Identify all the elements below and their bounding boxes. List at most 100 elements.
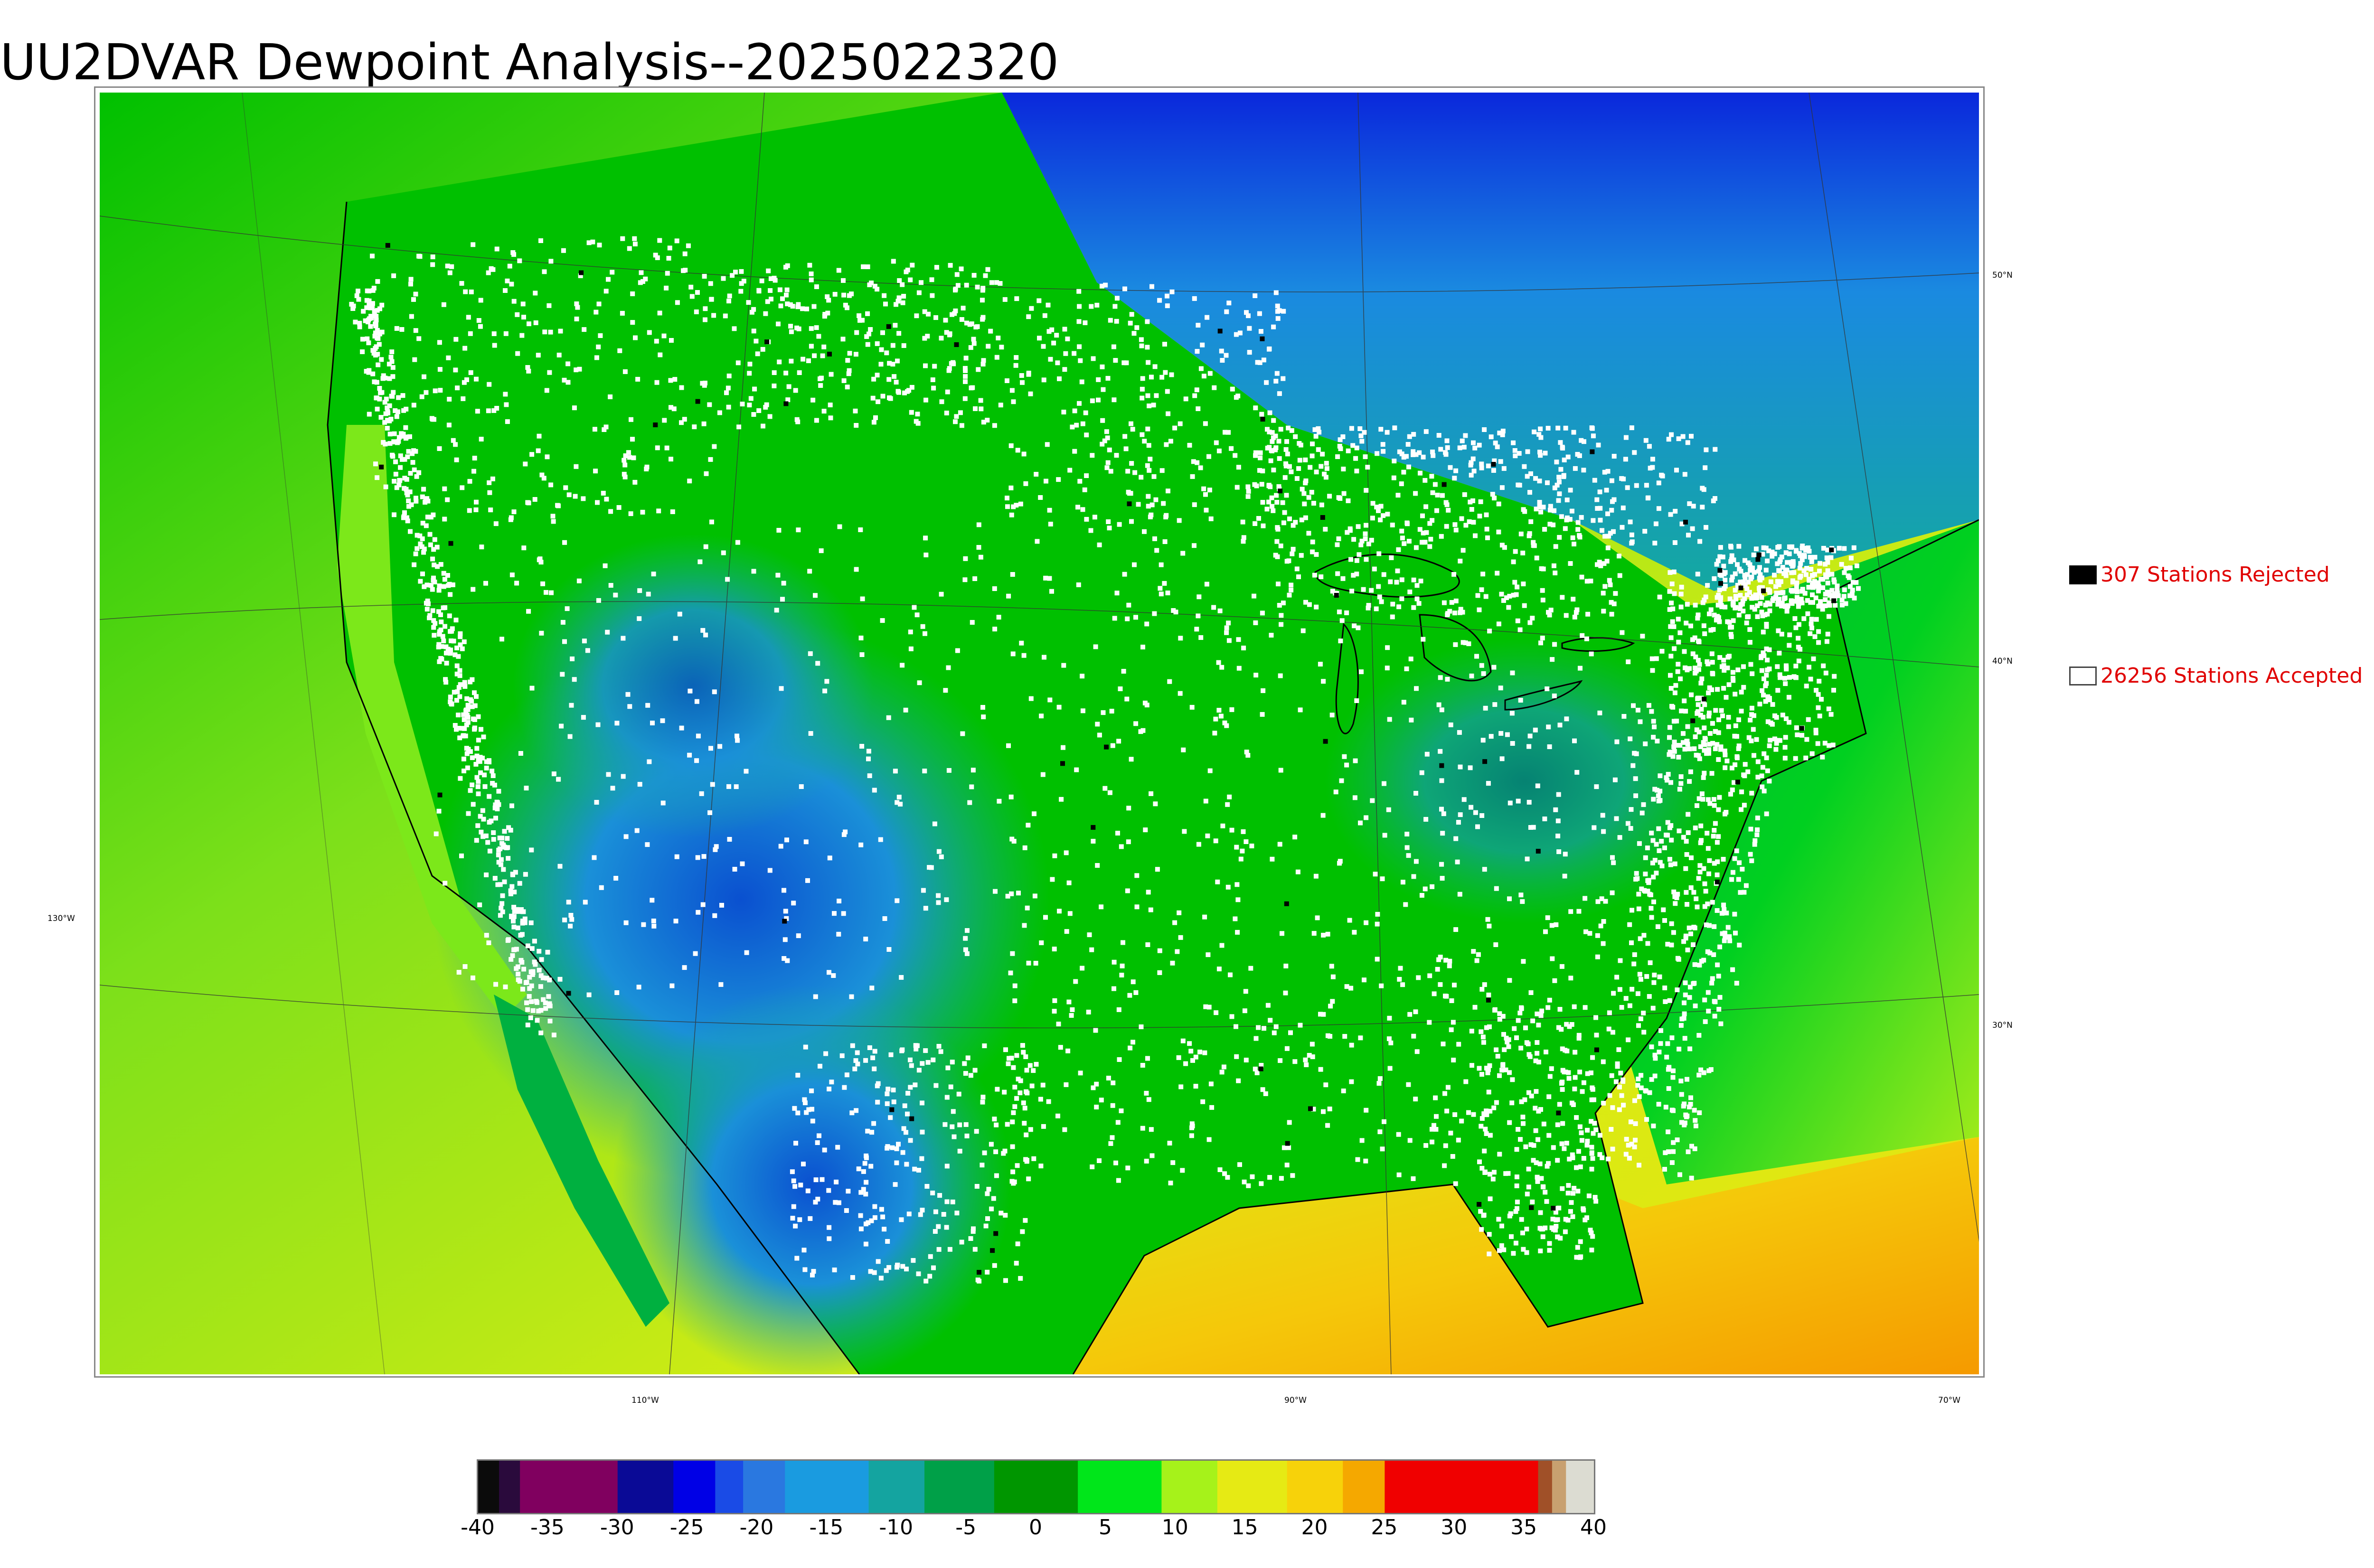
accepted-station-marker [844, 1072, 849, 1078]
accepted-station-marker [367, 289, 372, 293]
accepted-station-marker [514, 907, 519, 912]
accepted-station-marker [1330, 999, 1335, 1004]
accepted-station-marker [920, 624, 925, 629]
accepted-station-marker [1148, 907, 1153, 912]
accepted-station-marker [1701, 1070, 1706, 1075]
accepted-station-marker [1456, 820, 1461, 825]
accepted-station-marker [1613, 591, 1618, 596]
accepted-station-marker [744, 769, 749, 774]
accepted-station-marker [1777, 544, 1782, 549]
accepted-station-marker [499, 857, 504, 862]
accepted-station-marker [508, 892, 513, 896]
accepted-station-marker [1560, 1068, 1565, 1073]
accepted-station-marker [1114, 319, 1119, 324]
accepted-station-marker [1298, 442, 1303, 448]
accepted-station-marker [503, 288, 508, 293]
accepted-station-marker [1548, 608, 1554, 613]
accepted-station-marker [1578, 666, 1583, 671]
accepted-station-marker [858, 527, 863, 532]
accepted-station-marker [963, 1071, 968, 1076]
accepted-station-marker [1483, 1127, 1488, 1132]
accepted-station-marker [1158, 586, 1163, 591]
accepted-station-marker [1479, 663, 1484, 668]
accepted-station-marker [1200, 1099, 1206, 1104]
accepted-station-marker [436, 642, 442, 647]
accepted-station-marker [1716, 730, 1721, 735]
accepted-station-marker [473, 761, 479, 767]
accepted-station-marker [1447, 958, 1452, 964]
rejected-station-marker [1551, 1206, 1556, 1211]
accepted-station-marker [503, 984, 508, 989]
accepted-station-marker [1145, 319, 1150, 324]
accepted-station-marker [1082, 487, 1087, 492]
accepted-station-marker [483, 833, 489, 838]
accepted-station-marker [1536, 432, 1542, 437]
accepted-station-marker [928, 1254, 933, 1259]
accepted-station-marker [908, 1057, 913, 1062]
accepted-station-marker [1576, 1036, 1582, 1041]
accepted-station-marker [802, 1100, 808, 1106]
accepted-station-marker [1562, 1146, 1567, 1151]
accepted-station-marker [985, 1191, 990, 1196]
accepted-station-marker [467, 479, 472, 484]
accepted-station-marker [1335, 542, 1340, 547]
accepted-station-marker [1336, 495, 1341, 500]
accepted-station-marker [976, 522, 981, 527]
accepted-station-marker [1084, 516, 1089, 522]
accepted-station-marker [1700, 486, 1705, 491]
accepted-station-marker [1273, 290, 1279, 295]
accepted-station-marker [1022, 845, 1027, 850]
accepted-station-marker [1321, 679, 1326, 684]
accepted-station-marker [1710, 660, 1715, 665]
accepted-station-marker [1804, 546, 1809, 551]
accepted-station-marker [1375, 911, 1380, 917]
accepted-station-marker [682, 417, 687, 422]
accepted-station-marker [992, 1263, 997, 1268]
accepted-station-marker [1378, 504, 1384, 509]
accepted-station-marker [895, 389, 901, 394]
accepted-station-marker [458, 642, 463, 648]
accepted-station-marker [1296, 466, 1301, 471]
accepted-station-marker [1452, 522, 1458, 527]
accepted-station-marker [1715, 602, 1721, 608]
accepted-station-marker [645, 842, 650, 847]
accepted-station-marker [499, 637, 504, 642]
accepted-station-marker [1349, 589, 1355, 594]
accepted-station-marker [1196, 406, 1201, 411]
accepted-station-marker [1533, 1128, 1538, 1133]
accepted-station-marker [632, 236, 637, 241]
accepted-station-marker [1169, 289, 1175, 294]
accepted-station-marker [786, 384, 791, 389]
accepted-station-marker [533, 320, 538, 325]
accepted-station-marker [1671, 1068, 1676, 1073]
accepted-station-marker [781, 581, 786, 586]
accepted-station-marker [747, 361, 753, 366]
accepted-station-marker [1599, 896, 1604, 901]
accepted-station-marker [630, 291, 635, 296]
accepted-station-marker [803, 1044, 808, 1050]
accepted-station-marker [1638, 719, 1643, 724]
accepted-station-marker [980, 705, 985, 710]
accepted-station-marker [1796, 658, 1801, 664]
accepted-station-marker [682, 965, 687, 970]
accepted-station-marker [606, 277, 611, 282]
accepted-station-marker [1318, 662, 1323, 667]
accepted-station-marker [509, 282, 514, 287]
accepted-station-marker [1172, 425, 1178, 431]
accepted-station-marker [1749, 705, 1754, 711]
accepted-station-marker [1532, 429, 1536, 434]
accepted-station-marker [1142, 529, 1147, 534]
accepted-station-marker [1730, 787, 1735, 792]
accepted-station-marker [406, 498, 411, 504]
accepted-station-marker [1629, 1142, 1634, 1147]
accepted-station-marker [804, 306, 810, 311]
accepted-station-marker [1413, 1097, 1418, 1102]
accepted-station-marker [1288, 1030, 1293, 1035]
accepted-station-marker [1669, 942, 1674, 948]
colorbar-band-8 [868, 1461, 925, 1513]
accepted-station-marker [863, 1058, 868, 1063]
accepted-station-marker [1467, 519, 1472, 524]
accepted-station-marker [1573, 466, 1578, 471]
accepted-station-marker [1643, 855, 1648, 860]
accepted-station-marker [443, 677, 448, 682]
